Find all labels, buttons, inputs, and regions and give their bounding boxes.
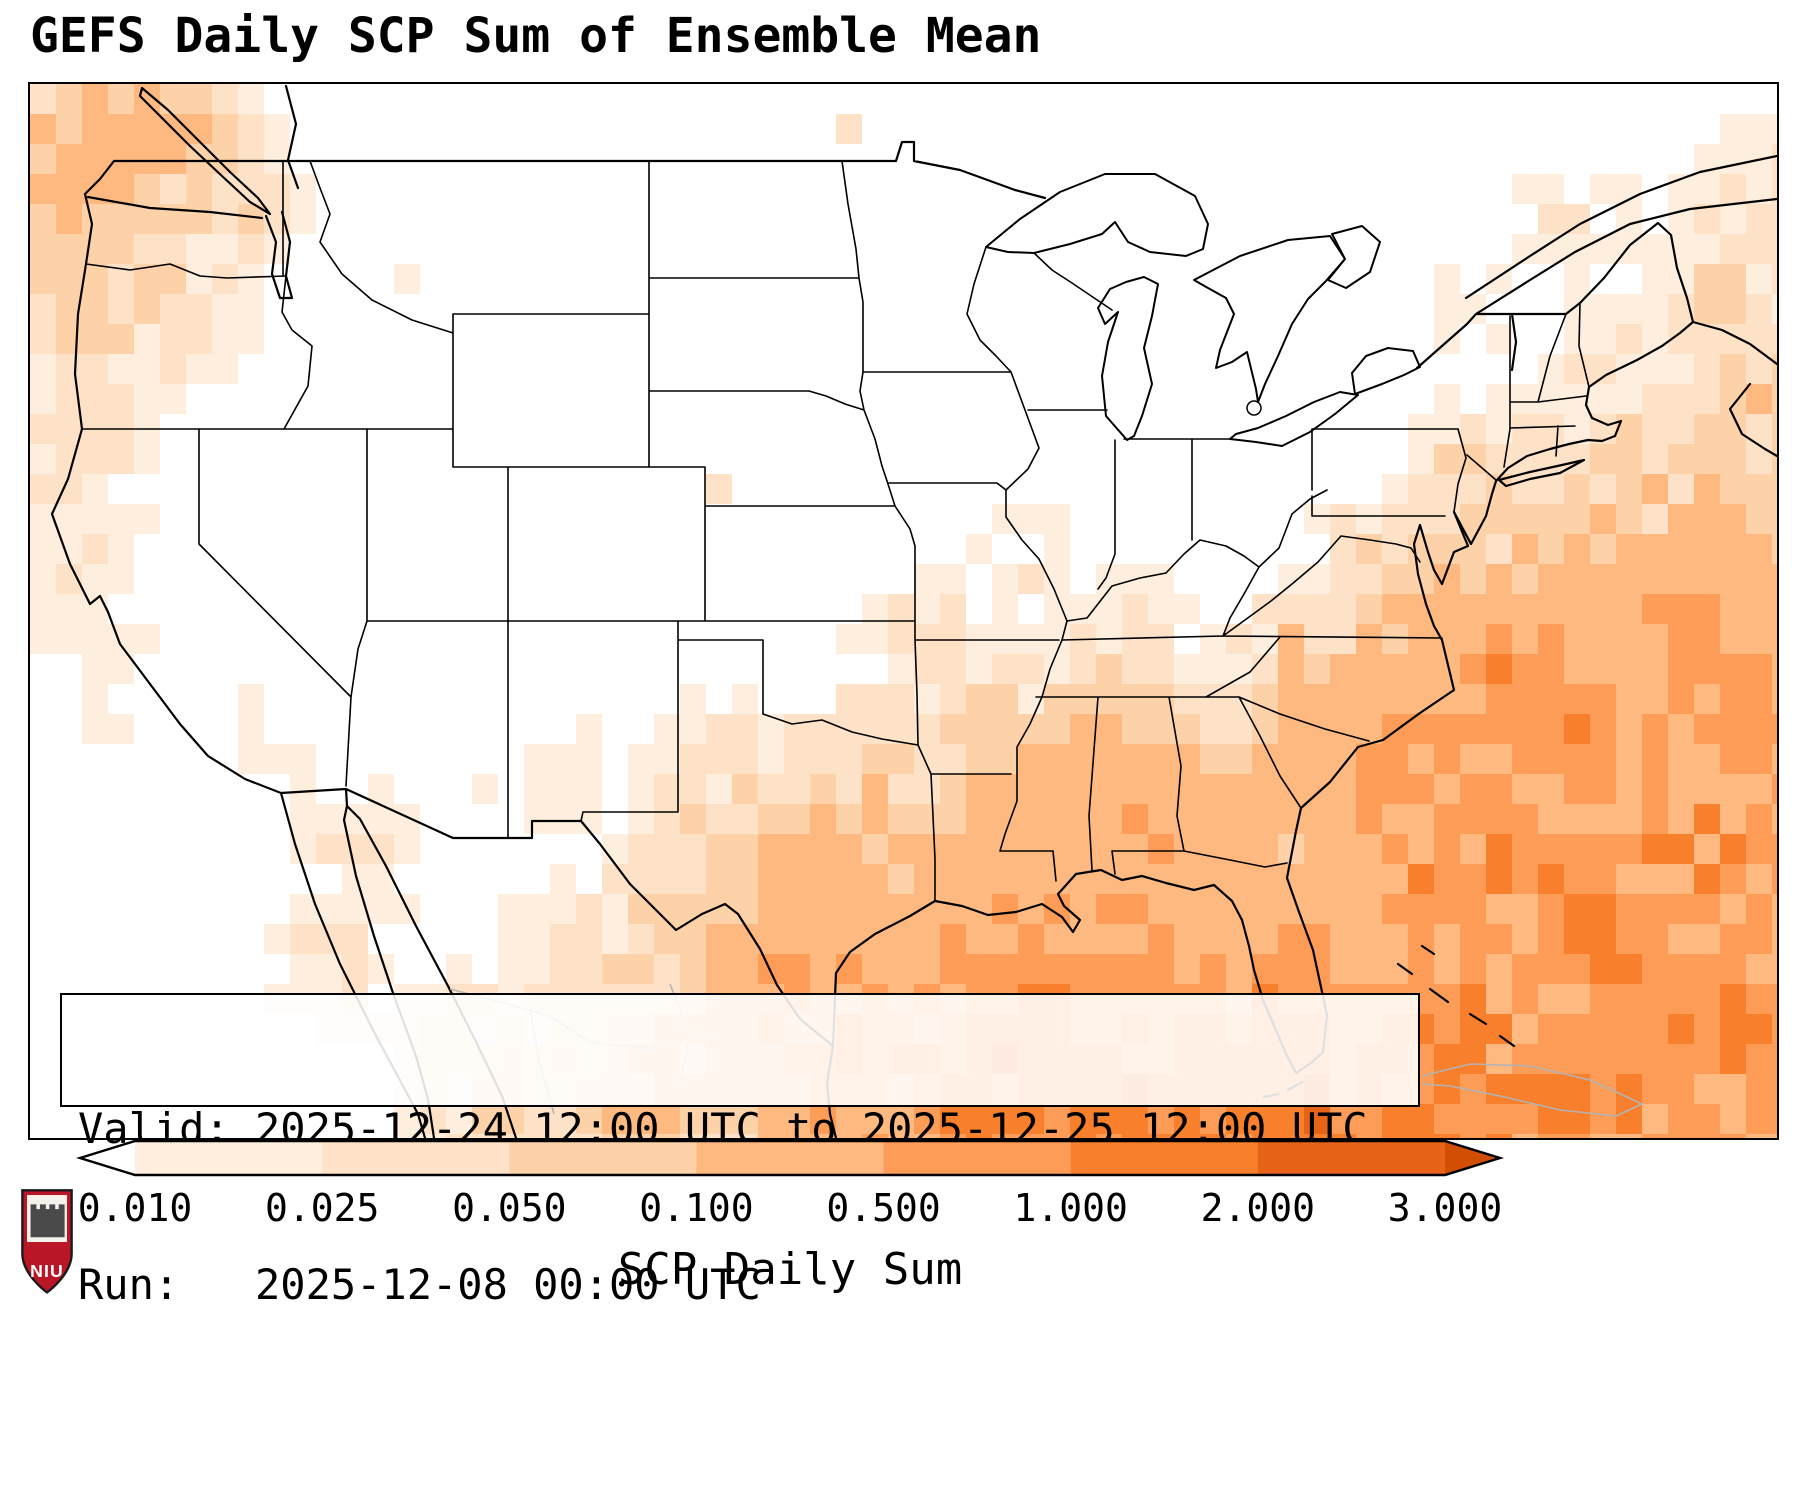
lake-ontario xyxy=(1351,347,1421,395)
niu-logo: NIU xyxy=(21,1189,73,1294)
colorbar-tick-label: 2.000 xyxy=(1200,1186,1316,1230)
colorbar-tick-label: 0.010 xyxy=(77,1186,193,1230)
colorbar-tick-label: 0.050 xyxy=(452,1186,567,1230)
niu-castle-icon xyxy=(30,1204,65,1238)
figure-title: GEFS Daily SCP Sum of Ensemble Mean xyxy=(30,8,1042,64)
lake-erie xyxy=(1229,391,1359,447)
colorbar-tick-label: 0.025 xyxy=(264,1186,380,1230)
colorbar xyxy=(75,1139,1505,1177)
conus-map xyxy=(30,84,1777,1138)
lake-superior xyxy=(985,173,1209,257)
colorbar-tick-label: 3.000 xyxy=(1387,1186,1503,1230)
colorbar-over-arrow xyxy=(1445,1141,1500,1175)
colorbar-axis-label: SCP Daily Sum xyxy=(617,1244,963,1295)
colorbar-tick-label: 0.500 xyxy=(826,1186,941,1230)
colorbar-ticks: 0.010 0.025 0.050 0.100 0.500 1.000 2.000 3.000 xyxy=(0,1186,1803,1232)
lake-michigan xyxy=(1097,276,1159,441)
georgian-bay xyxy=(1327,225,1381,289)
lake-huron xyxy=(1193,235,1346,403)
colorbar-tick-label: 0.100 xyxy=(639,1186,754,1230)
scp-heatmap-layer xyxy=(30,84,1777,1138)
validity-info-box: Valid: 2025-12-24 12:00 UTC to 2025-12-2… xyxy=(60,993,1420,1309)
colorbar-under-arrow xyxy=(80,1141,135,1175)
state-borders xyxy=(81,160,1590,902)
colorbar-tick-label: 1.000 xyxy=(1013,1186,1128,1230)
map-frame: Valid: 2025-12-24 12:00 UTC to 2025-12-2… xyxy=(28,82,1779,1309)
colorbar-segments xyxy=(135,1141,1446,1175)
island-dashes xyxy=(1262,944,1516,1099)
colorbar-outline xyxy=(75,1139,1505,1177)
run-time-line: Run: 2025-12-08 00:00 UTC xyxy=(78,1260,761,1309)
great-lakes xyxy=(985,173,1421,447)
niu-logo-text: NIU xyxy=(30,1261,64,1281)
lake-st-clair xyxy=(1246,400,1262,416)
